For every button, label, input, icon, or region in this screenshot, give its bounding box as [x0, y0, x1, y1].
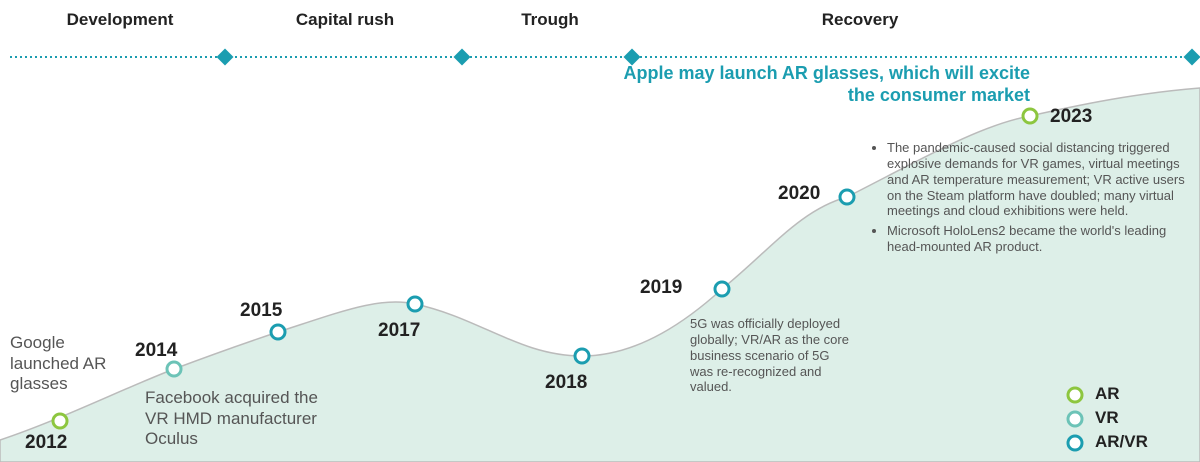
- milestone-marker: [51, 412, 69, 430]
- phase-label: Trough: [521, 10, 579, 29]
- bullet: Microsoft HoloLens2 became the world's l…: [887, 223, 1195, 255]
- year-label: 2020: [778, 183, 821, 204]
- year-label: 2014: [135, 340, 178, 361]
- legend-label: VR: [1095, 408, 1119, 427]
- year-label: 2017: [378, 320, 421, 341]
- milestone-marker: [165, 360, 183, 378]
- growth-area: [0, 87, 1200, 462]
- milestone-marker: [269, 323, 287, 341]
- year-label: 2019: [640, 277, 683, 298]
- year-label: 2023: [1050, 106, 1093, 127]
- milestone-marker: [838, 188, 856, 206]
- year-label: 2012: [25, 432, 68, 453]
- milestone-note: 5G was officially deployed globally; VR/…: [690, 316, 849, 395]
- legend-label: AR/VR: [1095, 432, 1148, 451]
- bullet: The pandemic-caused social distancing tr…: [887, 140, 1195, 219]
- bullet-list: The pandemic-caused social distancing tr…: [873, 140, 1195, 255]
- legend-marker: [1066, 434, 1084, 452]
- milestone-marker: [406, 295, 424, 313]
- milestone-note: Google launched AR glasses: [10, 333, 107, 394]
- legend-marker: [1066, 386, 1084, 404]
- legend-marker: [1066, 410, 1084, 428]
- year-label: 2015: [240, 300, 283, 321]
- milestone-notes: The pandemic-caused social distancing tr…: [873, 140, 1195, 259]
- headline: Apple may launch AR glasses, which will …: [623, 63, 1030, 105]
- phase-label: Recovery: [821, 10, 899, 29]
- phase-label: Development: [66, 10, 174, 29]
- milestone-note: Facebook acquired the VR HMD manufacture…: [145, 388, 318, 449]
- legend-label: AR: [1095, 384, 1120, 403]
- milestone-marker: [573, 347, 591, 365]
- year-label: 2018: [545, 372, 588, 393]
- phase-label: Capital rush: [295, 10, 395, 29]
- milestone-marker: [1021, 107, 1039, 125]
- milestone-marker: [713, 280, 731, 298]
